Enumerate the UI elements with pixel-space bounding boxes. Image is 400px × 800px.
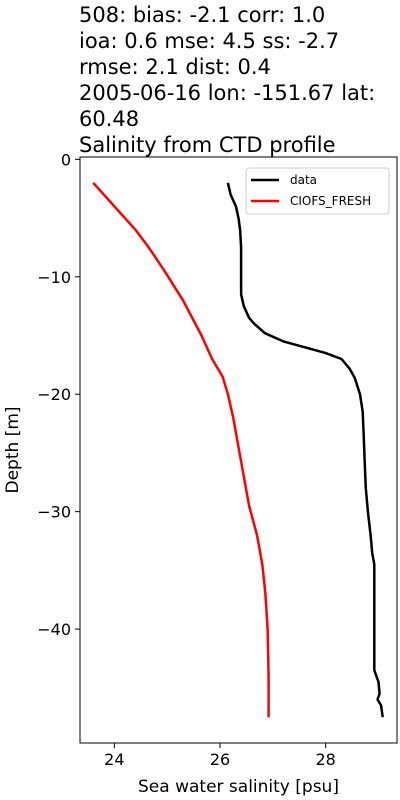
legend-box (245, 167, 390, 215)
title-line: Salinity from CTD profile (79, 133, 336, 157)
x-tick-label: 28 (315, 750, 335, 769)
legend-label-ciofs-fresh: CIOFS_FRESH (290, 194, 371, 208)
x-tick-label: 24 (104, 750, 124, 769)
y-tick-label: −10 (37, 268, 71, 287)
series-lines (92, 181, 384, 718)
y-axis-label: Depth [m] (3, 406, 23, 493)
title-line: 60.48 (79, 107, 140, 131)
x-tick-label: 26 (210, 750, 230, 769)
title-line: ioa: 0.6 mse: 4.5 ss: -2.7 (79, 29, 340, 53)
title-line: rmse: 2.1 dist: 0.4 (79, 55, 271, 79)
series-line-data (226, 182, 384, 718)
y-tick-label: −20 (37, 385, 71, 404)
legend: data CIOFS_FRESH (245, 167, 390, 215)
x-axis-label: Sea water salinity [psu] (138, 777, 339, 797)
plot-frame (79, 156, 398, 744)
y-tick-label: −40 (37, 620, 71, 639)
series-line-ciofs-fresh (92, 181, 270, 718)
axis-ticks: 24 26 28 0 −10 −20 −30 −40 (37, 150, 336, 769)
y-tick-label: −30 (37, 503, 71, 522)
chart-title: 508: bias: -2.1 corr: 1.0 ioa: 0.6 mse: 4… (79, 2, 397, 158)
y-tick-label: 0 (61, 150, 71, 169)
title-line: 508: bias: -2.1 corr: 1.0 (79, 3, 326, 27)
title-line: 2005-06-16 lon: -151.67 lat: (79, 81, 376, 105)
legend-label-data: data (290, 173, 317, 187)
